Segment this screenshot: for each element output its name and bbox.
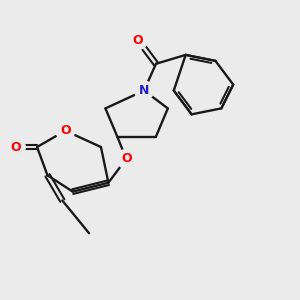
Circle shape [56, 121, 75, 140]
Text: O: O [10, 140, 21, 154]
Circle shape [134, 81, 154, 100]
Text: O: O [60, 124, 70, 137]
Circle shape [6, 137, 25, 157]
Text: N: N [139, 84, 149, 97]
Text: O: O [121, 152, 131, 165]
Circle shape [129, 31, 148, 50]
Circle shape [117, 149, 136, 168]
Text: O: O [133, 34, 143, 46]
